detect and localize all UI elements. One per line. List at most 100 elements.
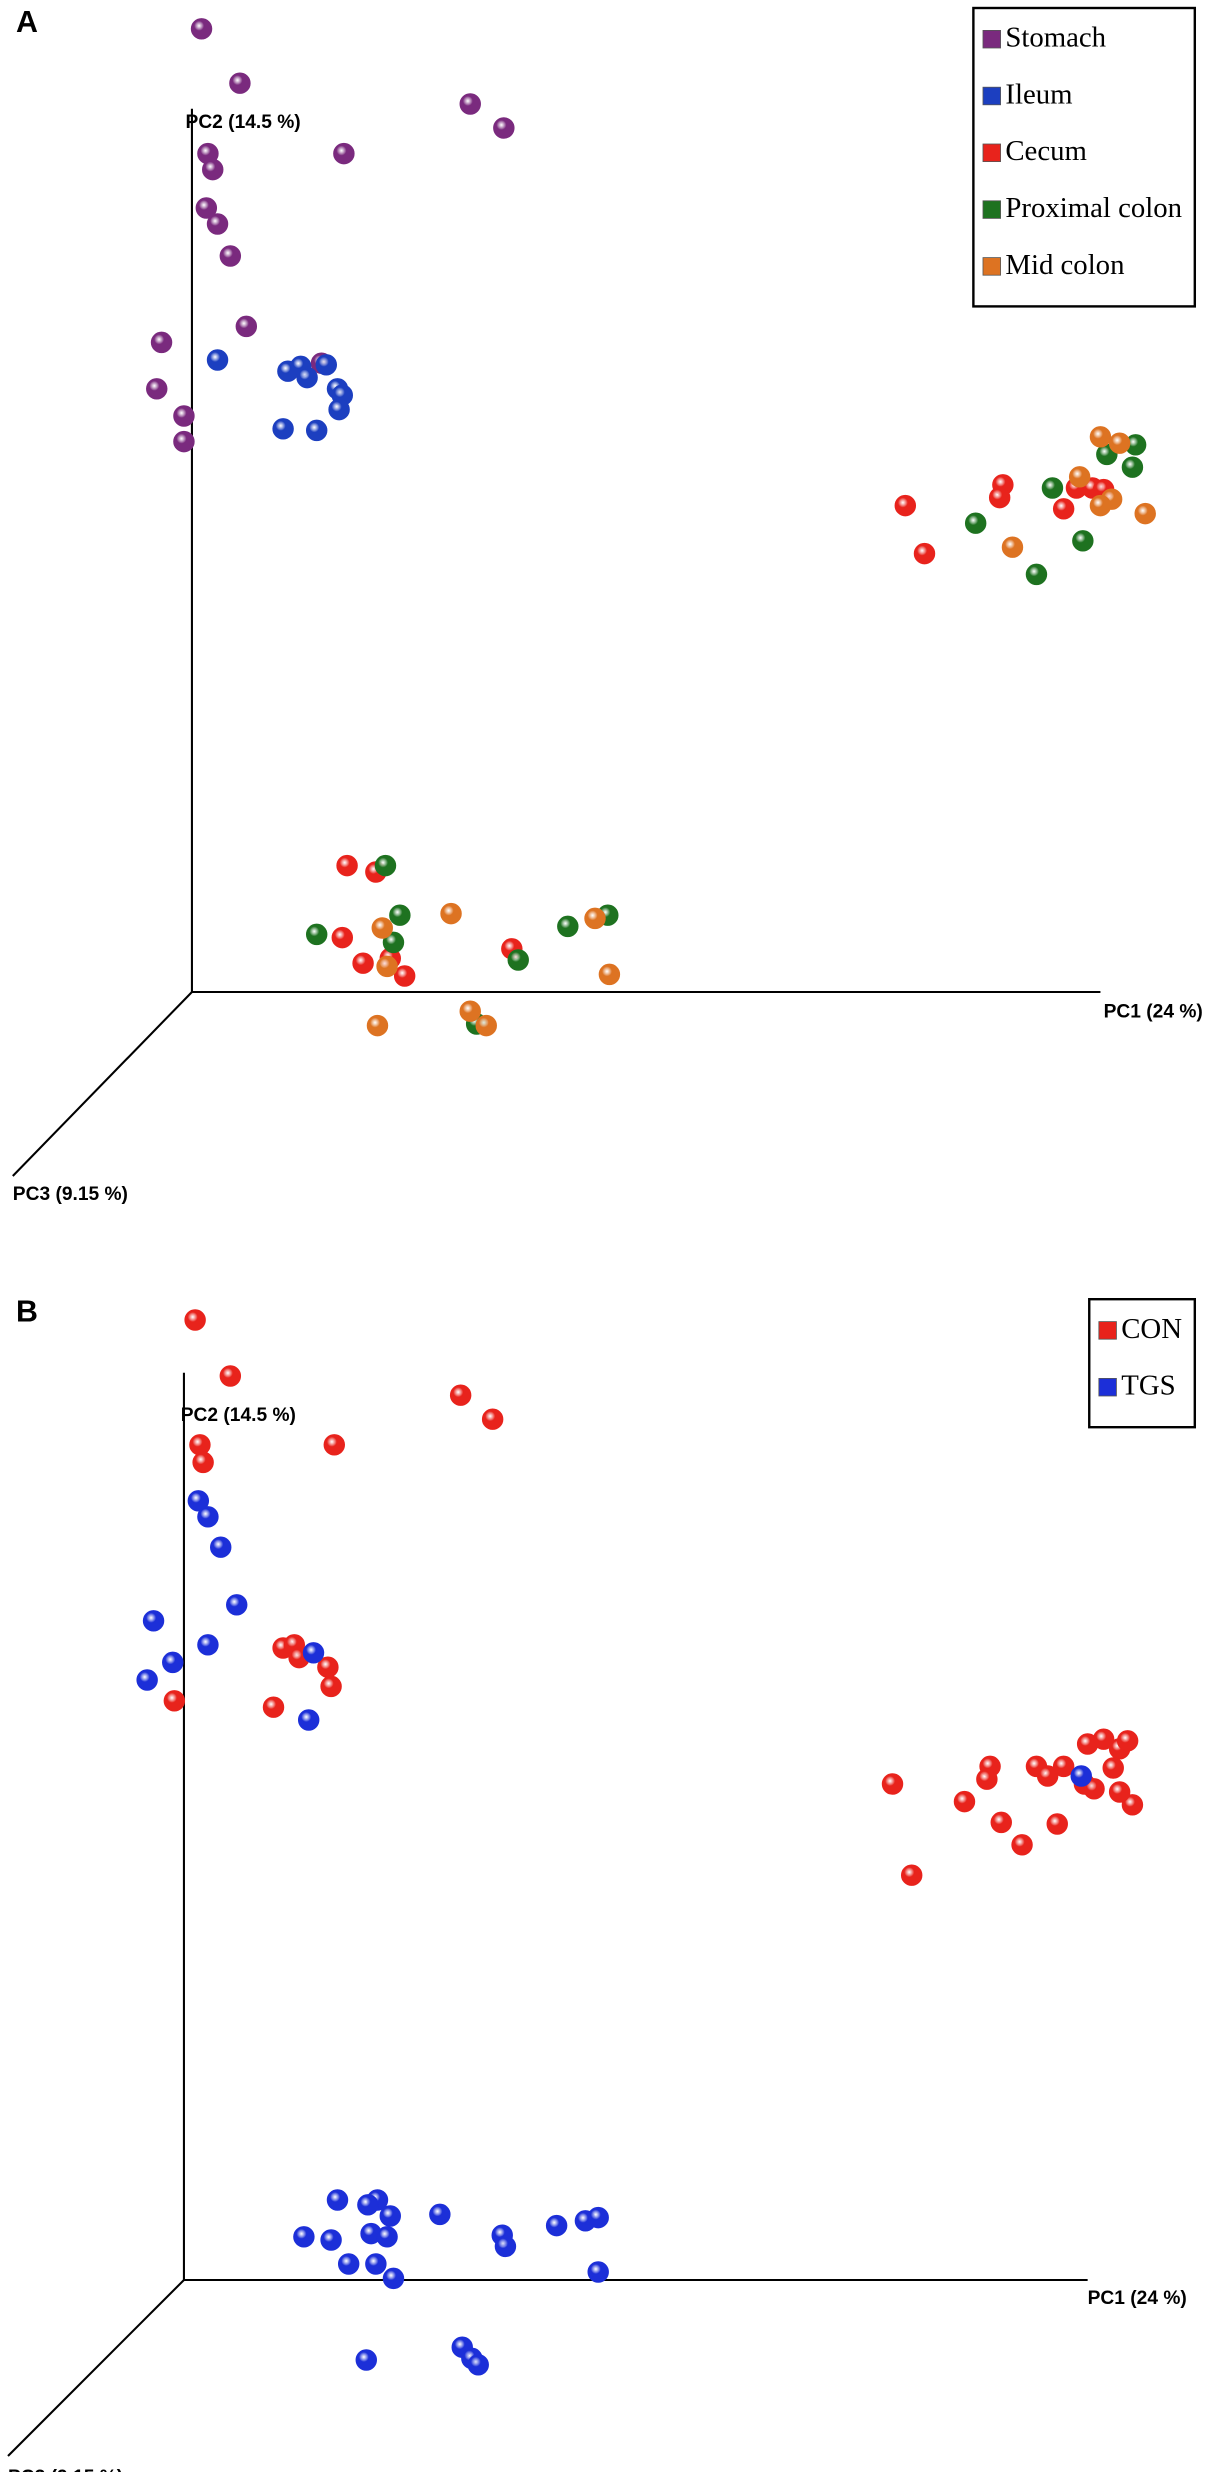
data-point xyxy=(173,430,195,453)
data-point xyxy=(305,923,328,946)
data-point xyxy=(881,1773,904,1795)
data-point xyxy=(557,915,579,938)
data-point xyxy=(1025,563,1048,586)
data-point xyxy=(1052,498,1075,520)
panel: PC2 (14.5 %) PC1 (24 %) PC3 (9.15 %) B CON TG… xyxy=(7,1295,1197,2472)
z-axis xyxy=(7,2279,185,2457)
data-point xyxy=(192,1451,214,1474)
legend-box xyxy=(1088,1298,1197,1429)
z-axis xyxy=(12,991,193,1177)
panel-label: A xyxy=(16,5,38,39)
data-point xyxy=(964,512,987,534)
data-point xyxy=(587,2261,609,2283)
data-point xyxy=(1089,426,1112,448)
legend-swatch xyxy=(1098,1321,1117,1340)
z-axis-label: PC3 (9.15 %) xyxy=(13,1184,128,1205)
data-point xyxy=(206,213,229,235)
data-point xyxy=(1070,1765,1092,1787)
data-point xyxy=(320,2229,342,2251)
data-point xyxy=(136,1669,158,1691)
data-point xyxy=(1092,1728,1115,1750)
legend-label: Cecum xyxy=(1005,135,1087,167)
data-point xyxy=(355,2349,377,2371)
panel-label: B xyxy=(16,1295,38,1329)
data-point xyxy=(197,1506,219,1528)
data-point xyxy=(1108,432,1131,454)
data-point xyxy=(219,245,242,267)
data-point xyxy=(315,354,338,376)
data-point xyxy=(587,2206,609,2229)
data-point xyxy=(262,1696,285,1718)
data-point xyxy=(459,93,481,115)
data-point xyxy=(1116,1730,1139,1752)
legend-swatch xyxy=(1098,1378,1117,1397)
y-axis-label: PC2 (14.5 %) xyxy=(181,1405,296,1426)
data-point xyxy=(894,494,917,517)
data-point xyxy=(197,1634,219,1656)
data-point xyxy=(481,1408,504,1430)
data-point xyxy=(331,926,354,949)
data-point xyxy=(336,854,358,877)
data-point xyxy=(493,117,515,139)
legend-swatch xyxy=(982,257,1001,276)
data-point xyxy=(1046,1813,1068,1835)
legend: Stomach Ileum Cecum Proximal colon Mid colon xyxy=(972,6,1197,308)
data-point xyxy=(382,2267,405,2290)
data-point xyxy=(990,1811,1012,1834)
data-point xyxy=(365,2253,387,2275)
data-point xyxy=(195,197,218,219)
legend-label: TGS xyxy=(1121,1370,1175,1402)
data-point xyxy=(900,1864,923,1886)
data-point xyxy=(235,315,258,338)
data-point xyxy=(333,142,355,165)
data-point xyxy=(187,1490,210,1512)
data-point xyxy=(1041,477,1064,499)
data-point xyxy=(598,963,621,986)
data-point xyxy=(226,1594,248,1616)
data-point xyxy=(163,1690,186,1712)
legend-box xyxy=(972,6,1197,308)
data-point xyxy=(1001,536,1024,558)
data-point xyxy=(379,2205,401,2227)
data-point xyxy=(371,917,393,939)
data-point xyxy=(323,1434,346,1456)
data-point xyxy=(328,398,350,421)
data-point xyxy=(389,904,411,926)
data-point xyxy=(1072,530,1094,552)
data-point xyxy=(467,2354,489,2376)
z-axis-label: PC3 (9.15 %) xyxy=(8,2467,123,2472)
data-point xyxy=(326,2189,349,2211)
data-point xyxy=(366,1014,389,1037)
data-point xyxy=(376,2226,398,2248)
data-point xyxy=(429,2203,451,2226)
data-point xyxy=(459,1000,481,1022)
data-point xyxy=(357,2194,379,2216)
data-point xyxy=(296,366,318,389)
data-point xyxy=(376,955,398,978)
data-point xyxy=(146,378,168,400)
data-point xyxy=(475,1014,497,1037)
data-point xyxy=(150,331,173,354)
legend: CON TGS xyxy=(1088,1298,1197,1429)
data-point xyxy=(184,1309,206,1331)
data-point xyxy=(1089,494,1112,517)
data-point xyxy=(202,158,224,181)
data-point xyxy=(302,1642,325,1664)
data-point xyxy=(988,486,1011,509)
legend-swatch xyxy=(982,30,1001,49)
data-point xyxy=(305,419,328,442)
data-point xyxy=(1134,502,1156,525)
data-point xyxy=(293,2226,315,2248)
data-point xyxy=(1068,466,1091,488)
data-point xyxy=(190,18,213,40)
data-point xyxy=(440,902,462,925)
data-point xyxy=(507,949,529,971)
data-point xyxy=(494,2235,517,2258)
data-point xyxy=(374,854,397,877)
data-point xyxy=(297,1709,320,1731)
data-point xyxy=(1102,1757,1124,1779)
data-point xyxy=(449,1384,472,1406)
x-axis-label: PC1 (24 %) xyxy=(1088,2288,1187,2309)
